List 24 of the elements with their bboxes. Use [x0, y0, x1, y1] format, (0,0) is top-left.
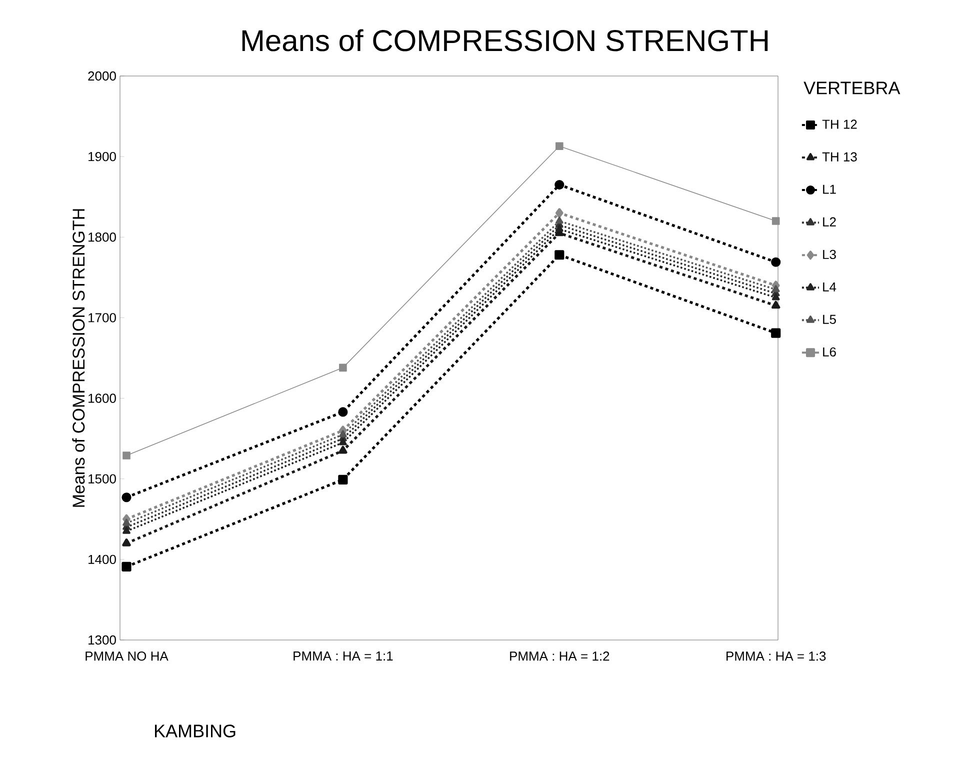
x-tick-label: PMMA NO HA	[86, 652, 168, 661]
chart-title: Means of COMPRESSION STRENGTH	[242, 29, 768, 52]
y-tick-label: 1300	[88, 635, 116, 645]
y-tick-label: 1900	[88, 152, 116, 162]
legend-label: TH 12	[822, 120, 857, 129]
legend-label: L2	[823, 217, 836, 226]
legend-title: VERTEBRA	[804, 82, 900, 94]
legend-label: L4	[823, 282, 836, 292]
x-tick-label: PMMA : HA = 1:1	[294, 652, 393, 660]
y-tick-label: 1400	[88, 554, 116, 564]
legend-label: L6	[823, 347, 836, 357]
x-tick-label: PMMA : HA = 1:3	[726, 652, 826, 661]
legend-label: L1	[823, 184, 836, 194]
legend-label: L3	[823, 250, 836, 260]
legend-label: L5	[823, 314, 836, 324]
y-tick-label: 1800	[88, 232, 116, 242]
legend-label: TH 13	[822, 152, 857, 162]
y-tick-label: 1600	[88, 394, 116, 403]
y-tick-label: 1700	[88, 313, 116, 322]
y-tick-label: 2000	[88, 71, 116, 81]
y-tick-label: 1500	[88, 474, 116, 484]
y-axis-title: Means of COMPRESSION STRENGTH	[72, 209, 85, 507]
x-axis-title: KAMBING	[155, 724, 236, 738]
x-tick-label: PMMA : HA = 1:2	[510, 652, 610, 661]
